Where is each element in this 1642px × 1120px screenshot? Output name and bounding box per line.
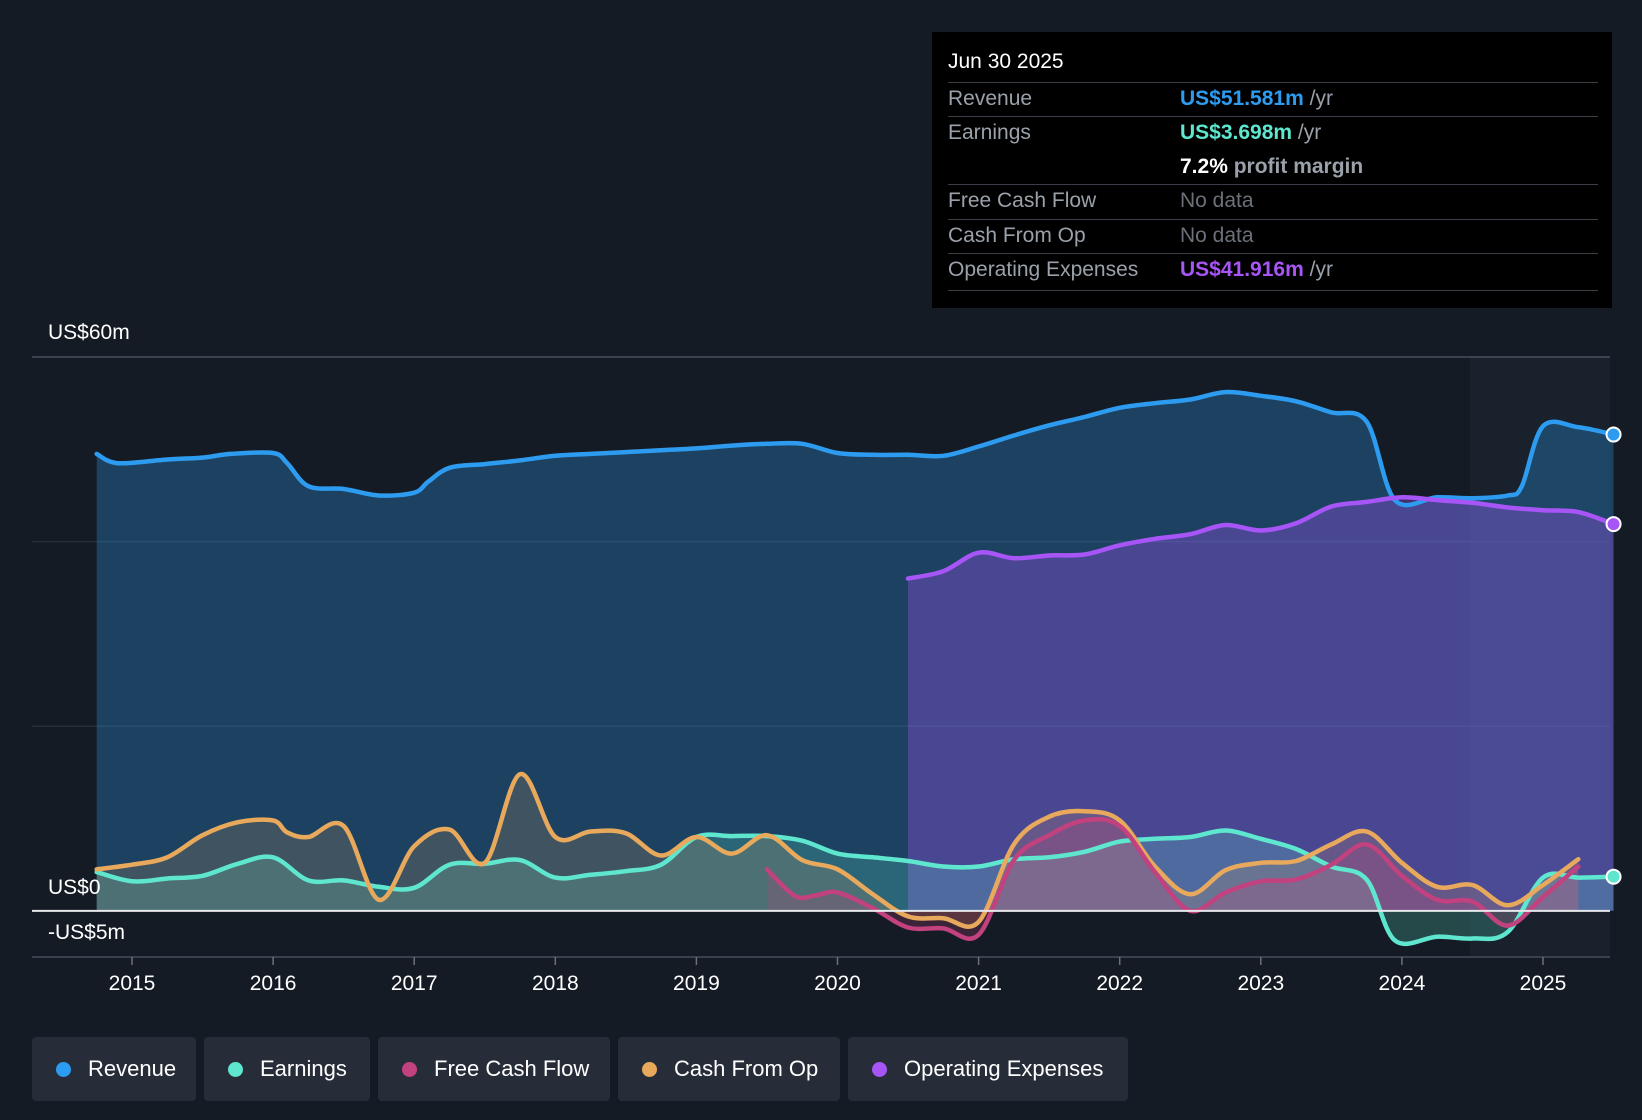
line-cash-from-op <box>94 771 1581 929</box>
legend-label: Revenue <box>88 1056 177 1081</box>
x-tick-label: 2018 <box>532 972 579 995</box>
tooltip-label: Cash From Op <box>948 224 1086 247</box>
x-tick-label: 2022 <box>1096 972 1143 995</box>
tooltip-divider <box>948 184 1598 185</box>
tooltip-row-fcf: Free Cash Flow No data <box>948 185 1598 219</box>
legend-item-operating-expenses[interactable]: Operating Expenses <box>848 1037 1128 1101</box>
legend-item-cash-from-op[interactable]: Cash From Op <box>618 1037 840 1101</box>
x-axis-ticks: 2015 2016 2017 2018 2019 2020 2021 2022 2023 2024… <box>109 957 1567 995</box>
x-tick-label: 2019 <box>673 972 720 995</box>
tooltip-row-earnings: Earnings US$3.698m /yr <box>948 117 1598 151</box>
tooltip-divider <box>948 82 1598 83</box>
legend-dot <box>872 1062 887 1077</box>
tooltip-value: No data <box>1180 224 1254 247</box>
legend-item-earnings[interactable]: Earnings <box>204 1037 370 1101</box>
y-label-zero: US$0 <box>48 876 101 899</box>
series-lines <box>94 389 1616 947</box>
legend-item-free-cash-flow[interactable]: Free Cash Flow <box>378 1037 610 1101</box>
x-tick-label: 2024 <box>1379 972 1426 995</box>
tooltip-label: Free Cash Flow <box>948 189 1097 212</box>
tooltip-row-opex: Operating Expenses US$41.916m /yr <box>948 254 1598 288</box>
x-tick-label: 2025 <box>1520 972 1567 995</box>
x-tick-label: 2017 <box>391 972 438 995</box>
x-tick-label: 2021 <box>955 972 1002 995</box>
tooltip-label: Operating Expenses <box>948 258 1139 281</box>
tooltip-row-margin: 7.2% profit margin <box>948 151 1598 185</box>
x-tick-label: 2015 <box>109 972 156 995</box>
tooltip-panel: Jun 30 2025 Revenue US$51.581m /yr Earni… <box>932 32 1612 308</box>
end-marker-operating-expenses <box>1605 516 1622 533</box>
tooltip-divider <box>948 219 1598 220</box>
legend-label: Free Cash Flow <box>434 1056 590 1081</box>
plot-background <box>32 357 1610 957</box>
y-label-top: US$60m <box>48 321 130 344</box>
grid-lines <box>32 356 1610 727</box>
tooltip-divider <box>948 116 1598 117</box>
tooltip-value: 7.2% profit margin <box>1180 155 1364 178</box>
area-revenue <box>96 392 1614 911</box>
line-operating-expenses <box>905 495 1616 581</box>
legend-label: Operating Expenses <box>904 1056 1104 1081</box>
legend-dot <box>402 1062 417 1077</box>
legend-dot <box>228 1062 243 1077</box>
line-earnings <box>94 828 1616 947</box>
tooltip-label: Revenue <box>948 87 1033 110</box>
x-tick-label: 2020 <box>814 972 861 995</box>
y-label-bottom: -US$5m <box>48 921 126 944</box>
series-end-markers <box>1605 426 1622 885</box>
legend-label: Cash From Op <box>674 1056 819 1081</box>
area-cash-from-op <box>96 773 1579 927</box>
legend-label: Earnings <box>260 1056 347 1081</box>
tooltip-value: No data <box>1180 189 1254 212</box>
legend-dot <box>56 1062 71 1077</box>
line-free-cash-flow <box>764 816 1581 942</box>
line-revenue <box>94 389 1616 508</box>
end-marker-earnings <box>1605 868 1622 885</box>
area-operating-expenses <box>908 497 1614 911</box>
tooltip-date: Jun 30 2025 <box>948 50 1064 73</box>
forecast-shade <box>1470 357 1610 957</box>
tooltip-row-revenue: Revenue US$51.581m /yr <box>948 83 1598 117</box>
x-tick-label: 2023 <box>1237 972 1284 995</box>
x-tick-label: 2016 <box>250 972 297 995</box>
tooltip-divider <box>948 290 1598 291</box>
legend-item-revenue[interactable]: Revenue <box>32 1037 196 1101</box>
tooltip-value: US$41.916m /yr <box>1180 258 1333 281</box>
tooltip-value: US$3.698m /yr <box>1180 121 1322 144</box>
tooltip-divider <box>948 253 1598 254</box>
area-earnings <box>96 830 1614 944</box>
tooltip-value: US$51.581m /yr <box>1180 87 1333 110</box>
legend-dot <box>642 1062 657 1077</box>
tooltip-label: Earnings <box>948 121 1031 144</box>
end-marker-revenue <box>1605 426 1622 443</box>
tooltip-row-cfo: Cash From Op No data <box>948 220 1598 254</box>
